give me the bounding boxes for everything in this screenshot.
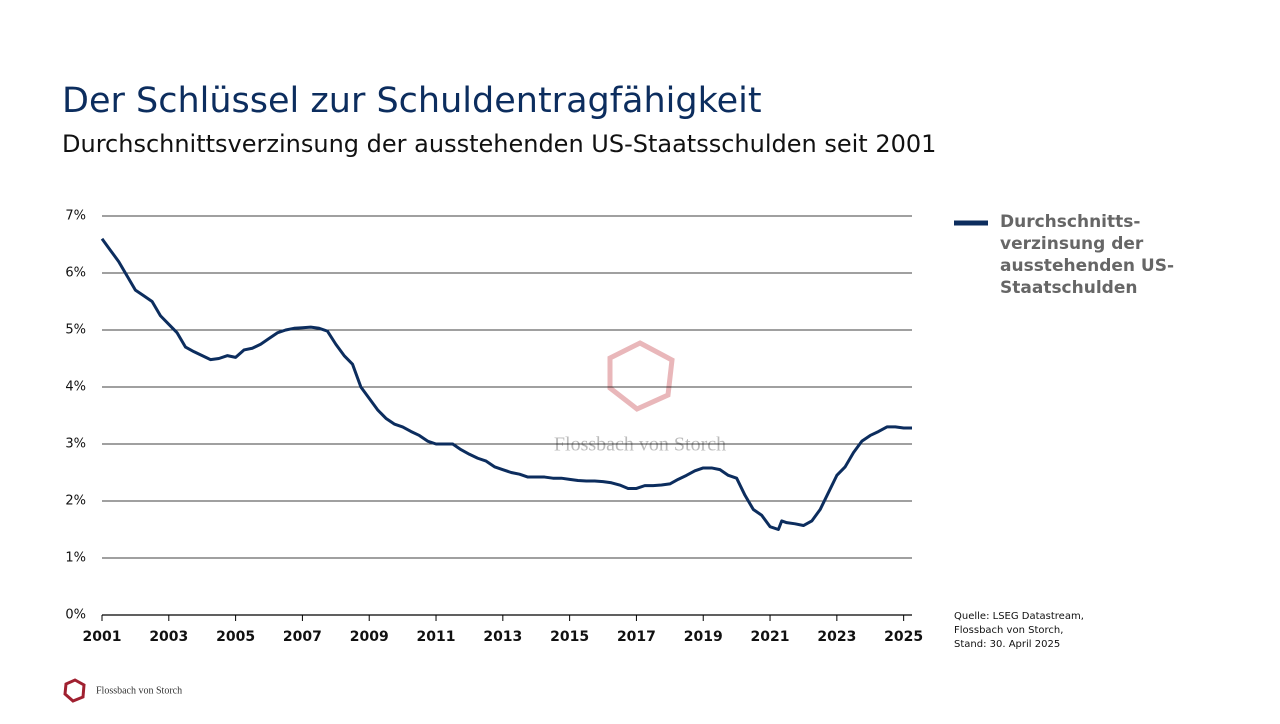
x-tick-label: 2005	[216, 629, 255, 645]
source: Flossbach von Storch,	[954, 625, 1063, 636]
footer: Flossbach von Storch	[96, 685, 182, 696]
x-tick-label: 2025	[884, 629, 923, 645]
x-tick-label: 2001	[83, 629, 122, 645]
title: Der Schlüssel zur Schuldentragfähigkeit	[62, 81, 762, 121]
subtitle: Durchschnittsverzinsung der ausstehenden…	[62, 130, 936, 158]
source: Quelle: LSEG Datastream,	[954, 611, 1084, 622]
x-tick-label: 2017	[617, 629, 656, 645]
x-tick-label: 2003	[149, 629, 188, 645]
x-tick-label: 2021	[751, 629, 790, 645]
x-tick-label: 2011	[417, 629, 456, 645]
source: Stand: 30. April 2025	[954, 639, 1060, 650]
x-tick-label: 2019	[684, 629, 723, 645]
x-tick-label: 2023	[817, 629, 856, 645]
y-tick-label: 7%	[65, 209, 86, 224]
y-tick-label: 0%	[65, 608, 86, 623]
x-tick-label: 2015	[550, 629, 589, 645]
x-tick-label: 2009	[350, 629, 389, 645]
watermark-logo	[607, 340, 675, 412]
y-tick-label: 5%	[65, 323, 86, 338]
y-tick-label: 6%	[65, 266, 86, 281]
y-tick-label: 1%	[65, 551, 86, 566]
footer-logo	[63, 678, 86, 703]
y-tick-label: 3%	[65, 437, 86, 452]
legend-label: Durchschnitts-verzinsung der ausstehende…	[1000, 212, 1175, 298]
watermark: Flossbach von Storch	[554, 434, 726, 456]
x-tick-label: 2013	[483, 629, 522, 645]
y-tick-label: 2%	[65, 494, 86, 509]
line-series	[100, 237, 912, 531]
legend-box: Durchschnitts-verzinsung der ausstehende…	[1000, 212, 1175, 298]
y-tick-label: 4%	[65, 380, 86, 395]
x-tick-label: 2007	[283, 629, 322, 645]
